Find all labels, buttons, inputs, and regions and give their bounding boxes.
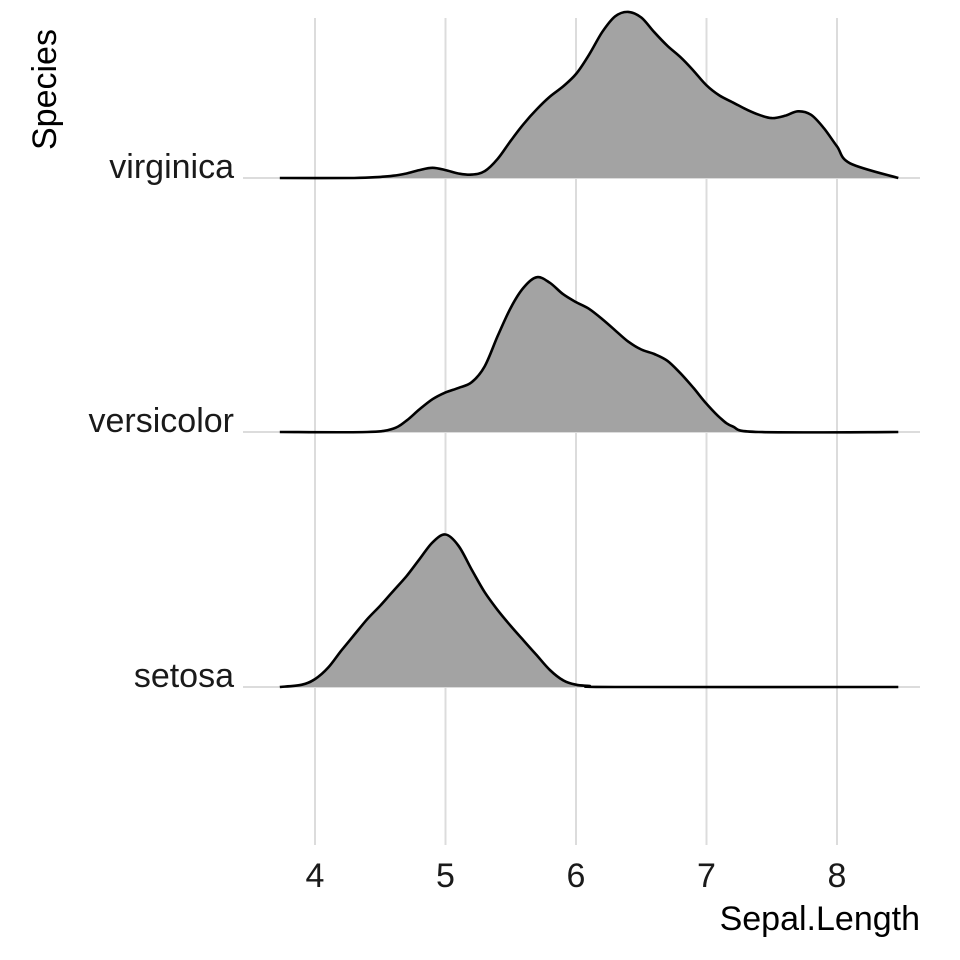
x-axis-title: Sepal.Length (720, 900, 920, 938)
x-axis-tick-labels: 4 5 6 7 8 (306, 857, 847, 895)
density-curve-versicolor (279, 275, 899, 434)
x-tick-label: 5 (436, 857, 455, 895)
y-category-label: versicolor (89, 402, 234, 440)
x-tick-label: 6 (567, 857, 586, 895)
x-tick-label: 7 (697, 857, 716, 895)
y-category-label: setosa (134, 657, 234, 695)
y-axis-category-labels: setosa versicolor virginica (89, 148, 235, 695)
density-curve-virginica (279, 10, 899, 180)
y-axis-title: Species (26, 29, 64, 150)
density-ridges (279, 10, 899, 689)
density-curve-setosa (279, 533, 899, 689)
x-tick-label: 8 (828, 857, 847, 895)
density-fill-versicolor (279, 277, 899, 433)
ridge-versicolor (279, 275, 899, 434)
ridge-setosa (279, 533, 899, 689)
ridge-virginica (279, 10, 899, 180)
y-category-label: virginica (109, 148, 234, 186)
density-fill-virginica (279, 11, 899, 179)
x-tick-label: 4 (306, 857, 325, 895)
density-fill-setosa (279, 534, 899, 688)
